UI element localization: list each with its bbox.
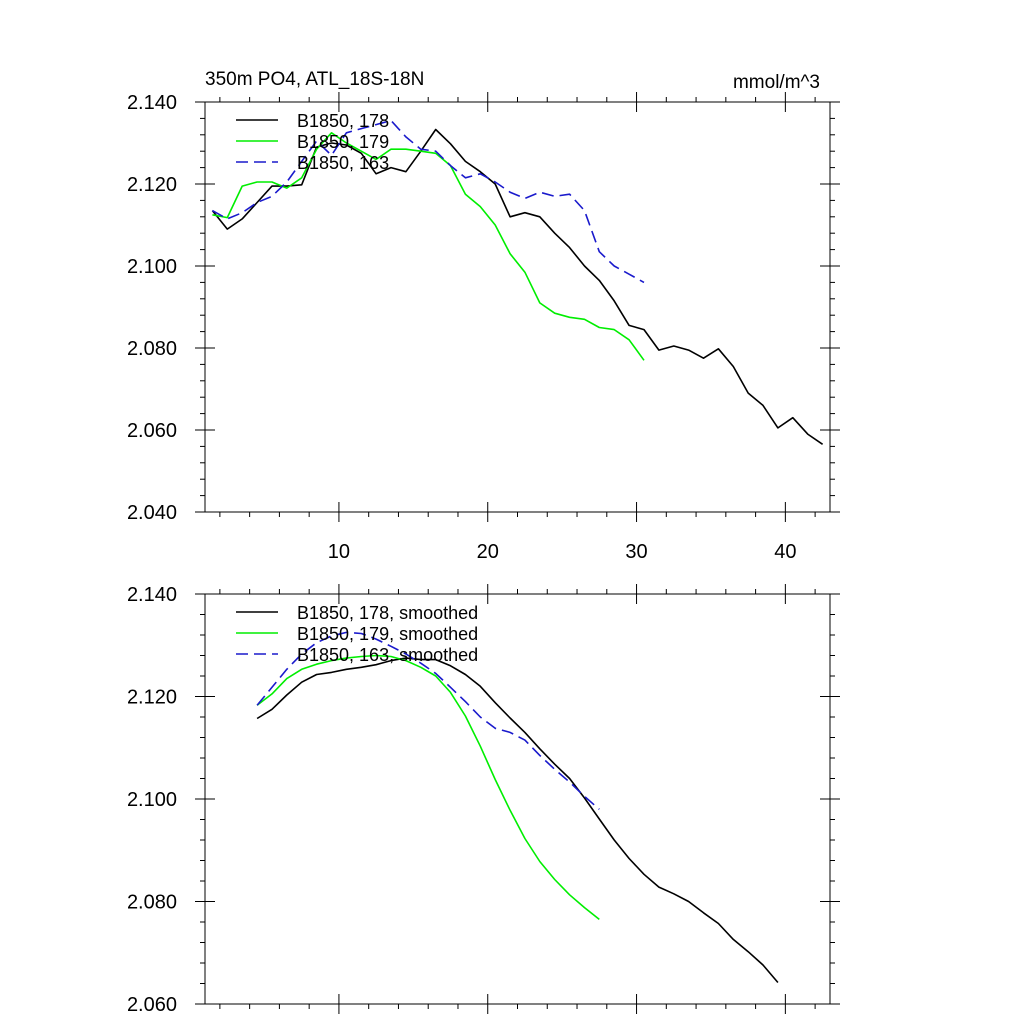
x-tick-label: 10 (328, 541, 350, 563)
chart-title: 350m PO4, ATL_18S-18N (205, 69, 424, 90)
series-line-2 (256, 631, 600, 810)
y-tick-label: 2.080 (127, 892, 177, 914)
legend-label: B1850, 178, smoothed (297, 603, 478, 623)
x-tick-label: 40 (774, 541, 796, 563)
x-tick-label: 20 (477, 541, 499, 563)
y-tick-label: 2.120 (127, 174, 177, 196)
legend-label: B1850, 163, smoothed (297, 645, 478, 665)
y-tick-label: 2.140 (127, 92, 177, 114)
legend-label: B1850, 163 (297, 153, 389, 173)
legend-label: B1850, 179 (297, 132, 389, 152)
legend-label: B1850, 178 (297, 111, 389, 131)
y-tick-label: 2.100 (127, 789, 177, 811)
legend-label: B1850, 179, smoothed (297, 624, 478, 644)
series-line-0 (211, 128, 824, 445)
y-tick-label: 2.080 (127, 338, 177, 360)
bottom-panel: 2.060 2.080 2.100 2.120 2.140 B1850, 178, smo… (127, 584, 840, 1016)
y-tick-label: 2.040 (127, 502, 177, 524)
y-tick-label: 2.060 (127, 420, 177, 442)
series-line-2 (212, 119, 645, 284)
y-tick-label: 2.060 (127, 994, 177, 1016)
chart-units: mmol/m^3 (733, 72, 820, 93)
y-tick-label: 2.140 (127, 584, 177, 606)
top-panel: 10 20 30 40 2.040 2.060 2.080 2.100 2.120 2.140 35… (127, 69, 840, 563)
x-tick-label: 30 (625, 541, 647, 563)
y-tick-label: 2.100 (127, 256, 177, 278)
series-line-1 (212, 132, 645, 361)
series-line-0 (256, 657, 779, 984)
series-line-1 (256, 654, 600, 921)
y-tick-label: 2.120 (127, 687, 177, 709)
